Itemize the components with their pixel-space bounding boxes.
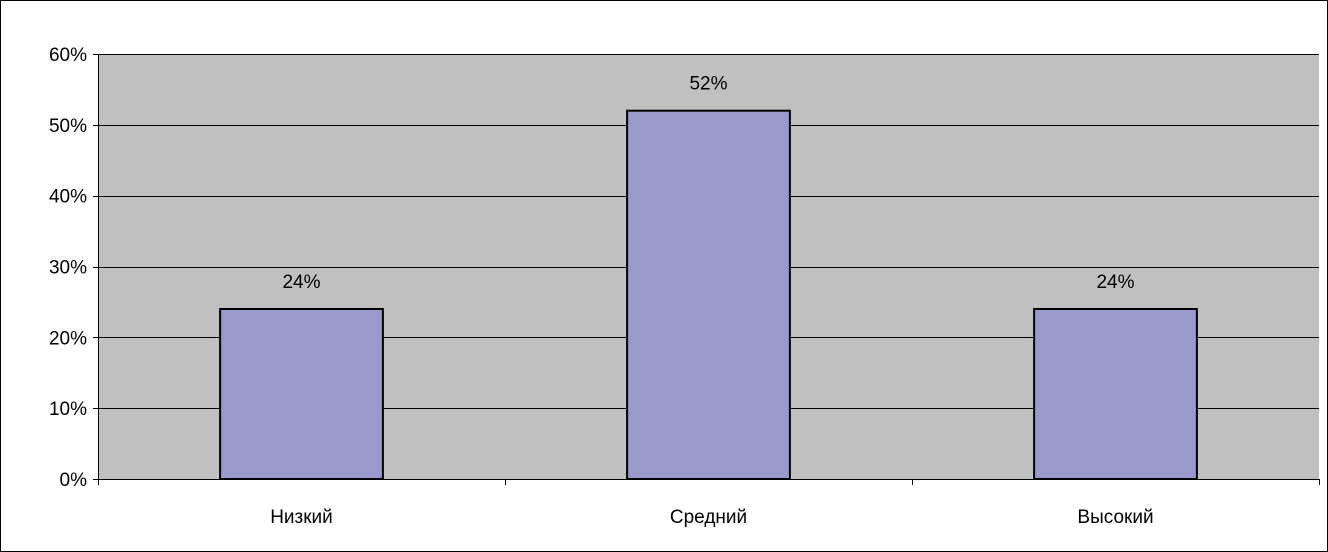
x-tick-label: Высокий [1077, 507, 1153, 528]
bar-2 [626, 109, 791, 480]
bar-3 [1033, 308, 1198, 480]
y-tick-label: 50% [49, 116, 87, 137]
y-tick-label: 30% [49, 258, 87, 279]
y-tick-label: 60% [49, 45, 87, 66]
y-tick-label: 10% [49, 399, 87, 420]
data-labels: 24% 52% 24% [282, 74, 1134, 293]
bars [219, 109, 1198, 480]
y-tick-label: 20% [49, 328, 87, 349]
y-tick-label: 40% [49, 187, 87, 208]
x-tick-label: Низкий [270, 507, 333, 528]
data-label: 24% [1096, 272, 1134, 293]
data-label: 24% [282, 272, 320, 293]
y-tick-label: 0% [60, 470, 88, 491]
y-tick-labels: 0% 10% 20% 30% 40% 50% 60% [49, 45, 87, 491]
x-tick-label: Средний [670, 507, 747, 528]
bar-1 [219, 308, 384, 480]
axes [93, 54, 1320, 485]
data-label: 52% [689, 74, 727, 95]
x-tick-labels: Низкий Средний Высокий [270, 507, 1153, 528]
